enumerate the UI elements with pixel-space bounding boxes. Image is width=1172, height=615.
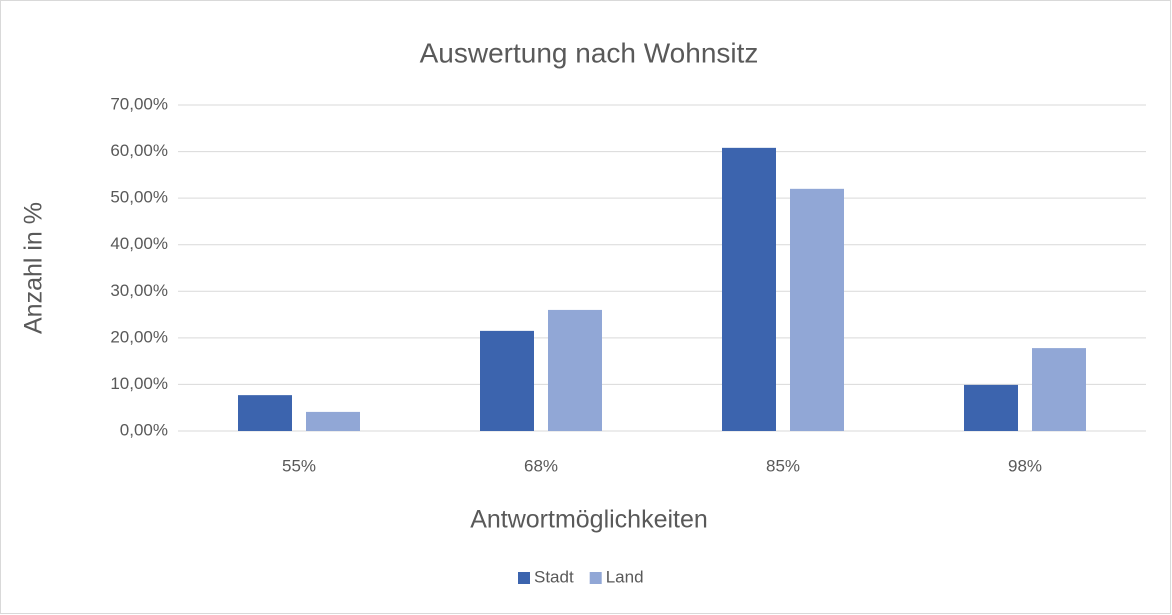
y-tick-label: 10,00% (110, 374, 168, 393)
bar (306, 411, 360, 431)
x-tick-label: 68% (524, 456, 558, 475)
x-tick-label: 98% (1008, 456, 1042, 475)
legend-label: Land (606, 567, 644, 586)
x-axis-label: Antwortmöglichkeiten (470, 506, 708, 534)
y-axis-label: Anzahl in % (20, 202, 48, 334)
chart-title: Auswertung nach Wohnsitz (420, 37, 759, 68)
bar (790, 188, 844, 431)
y-tick-label: 0,00% (120, 420, 168, 439)
bar (548, 309, 602, 431)
bar (964, 384, 1018, 431)
y-tick-label: 50,00% (110, 188, 168, 207)
y-tick-label: 30,00% (110, 281, 168, 300)
bar (722, 147, 776, 432)
x-tick-label: 55% (282, 456, 316, 475)
y-tick-label: 60,00% (110, 141, 168, 160)
y-tick-label: 20,00% (110, 327, 168, 346)
x-tick-label: 85% (766, 456, 800, 475)
legend-label: Stadt (534, 567, 574, 586)
legend-swatch (589, 572, 602, 584)
bar (1032, 348, 1086, 431)
legend-swatch (518, 572, 530, 584)
bar (238, 395, 292, 431)
y-tick-label: 40,00% (110, 234, 168, 253)
y-tick-label: 70,00% (110, 94, 168, 113)
bar (480, 330, 534, 431)
